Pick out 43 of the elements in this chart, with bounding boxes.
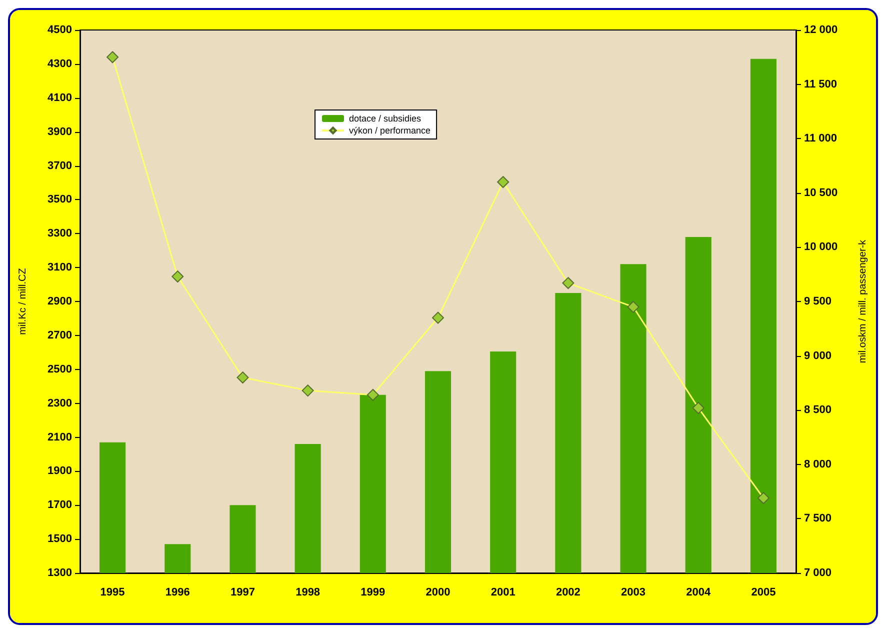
- x-tick-label: 1998: [296, 586, 320, 598]
- x-tick-label: 1997: [230, 586, 255, 598]
- y-tick-label: 1500: [48, 533, 72, 546]
- y-tick-label: 2700: [48, 329, 72, 342]
- y-tick-label: 4500: [48, 24, 72, 36]
- y2-tick-label: 12 000: [804, 24, 838, 36]
- y2-tick-label: 10 500: [804, 186, 838, 199]
- y-tick-label: 4100: [48, 92, 72, 104]
- y-tick-label: 2900: [48, 296, 72, 308]
- y2-tick-label: 11 000: [804, 132, 838, 145]
- y-tick-label: 2100: [48, 431, 72, 444]
- x-tick-label: 2004: [686, 586, 712, 598]
- y2-tick-label: 9 500: [804, 296, 832, 308]
- x-tick-label: 2003: [621, 586, 646, 598]
- y-tick-label: 3700: [48, 160, 72, 172]
- y2-tick-label: 8 000: [804, 458, 832, 470]
- y-tick-label: 1300: [48, 567, 72, 579]
- x-tick-label: 2005: [751, 586, 776, 598]
- y2-tick-label: 7 000: [804, 567, 832, 579]
- x-tick-label: 1996: [165, 586, 190, 598]
- legend-label: výkon / performance: [349, 126, 431, 136]
- y-tick-label: 1900: [48, 465, 72, 478]
- y2-tick-label: 10 000: [804, 241, 838, 254]
- y-axis-title: mil.Kc / mill.CZ: [18, 268, 28, 335]
- y-tick-label: 3300: [48, 228, 72, 240]
- y2-tick-label: 7 500: [804, 512, 832, 525]
- x-tick-label: 2001: [490, 586, 516, 598]
- y-tick-label: 1700: [48, 499, 72, 512]
- y-tick-label: 2300: [48, 397, 72, 410]
- y2-tick-label: 11 500: [804, 78, 838, 90]
- x-tick-label: 2000: [426, 586, 450, 598]
- y-tick-label: 3900: [48, 126, 72, 138]
- y-tick-label: 4300: [48, 58, 72, 70]
- legend-label: dotace / subsidies: [349, 114, 422, 124]
- y-tick-label: 2500: [48, 363, 72, 376]
- y2-tick-label: 8 500: [804, 404, 832, 416]
- y2-axis-title: mil.oskm / mill. passenger-k: [858, 238, 868, 364]
- y-tick-label: 3100: [48, 262, 72, 274]
- y-tick-label: 3500: [48, 194, 72, 206]
- y2-tick-label: 9 000: [804, 350, 832, 362]
- x-tick-label: 1999: [360, 586, 386, 598]
- x-tick-label: 2002: [556, 586, 580, 598]
- x-tick-label: 1995: [100, 586, 125, 598]
